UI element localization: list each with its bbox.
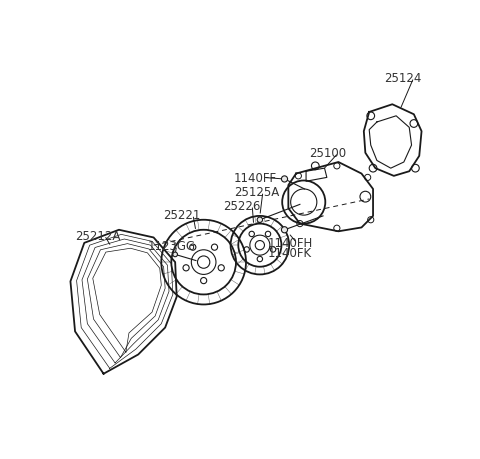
Text: 1140FH: 1140FH (267, 237, 313, 250)
Text: 25100: 25100 (309, 147, 346, 160)
Text: 1123GG: 1123GG (147, 239, 195, 252)
Text: 1140FF: 1140FF (234, 172, 277, 185)
Circle shape (281, 227, 288, 233)
Circle shape (281, 176, 288, 183)
Text: 25221: 25221 (164, 208, 201, 221)
Circle shape (257, 218, 263, 223)
Text: 25226: 25226 (223, 199, 260, 212)
Circle shape (173, 252, 178, 257)
Text: 1140FK: 1140FK (267, 247, 312, 260)
Text: 25212A: 25212A (75, 229, 120, 242)
Text: 25124: 25124 (384, 72, 422, 84)
Text: 25125A: 25125A (234, 185, 279, 198)
